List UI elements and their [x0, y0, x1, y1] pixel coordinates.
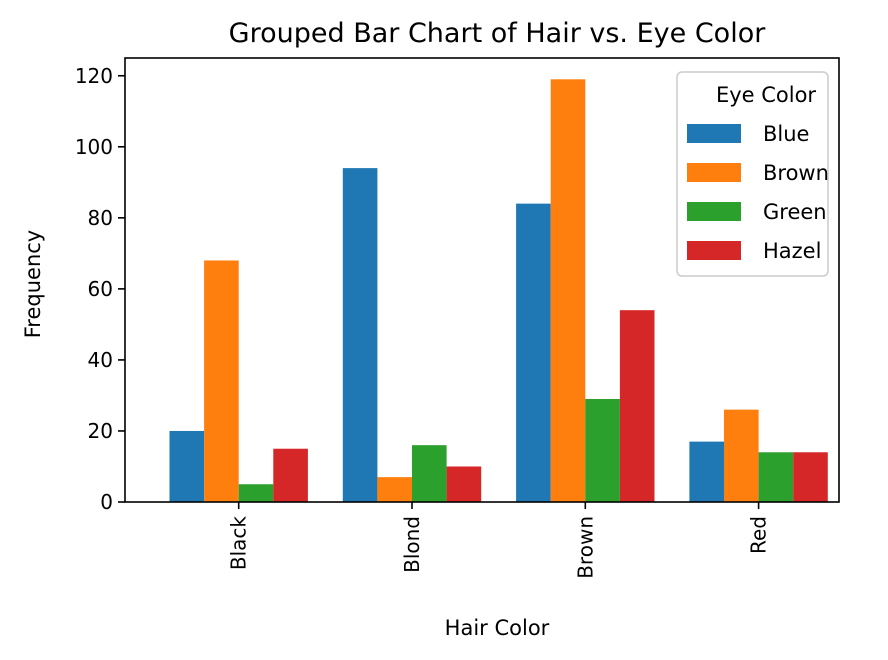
y-tick-label: 60	[88, 277, 113, 301]
plot-frame	[124, 57, 840, 503]
y-tick-label: 100	[75, 135, 113, 159]
legend-label-hazel: Hazel	[763, 239, 821, 263]
bar-blue-black	[169, 430, 205, 502]
x-axis: Black Blond Brown Red	[227, 502, 771, 579]
bars-group	[169, 79, 828, 503]
bar-blue-brown	[516, 203, 551, 502]
bar-hazel-black	[273, 448, 308, 502]
x-tick-label-brown: Brown	[573, 516, 597, 579]
bar-blue-blond	[342, 168, 378, 503]
bar-hazel-red	[793, 452, 828, 502]
legend-swatch-green	[687, 202, 741, 221]
bar-brown-blond	[377, 477, 412, 502]
bar-brown-red	[724, 409, 759, 502]
bar-blue-red	[689, 441, 724, 502]
legend-frame	[676, 71, 829, 277]
bar-green-blond	[412, 445, 447, 502]
x-tick-label-black: Black	[227, 516, 251, 571]
x-axis-label: Hair Color	[445, 616, 550, 640]
x-tick-label-red: Red	[747, 516, 771, 554]
y-tick-label: 40	[88, 348, 113, 372]
bar-brown-black	[204, 260, 239, 502]
bar-green-brown	[585, 398, 620, 502]
y-tick-label: 20	[88, 419, 113, 443]
y-axis-label: Frequency	[21, 230, 45, 339]
legend-swatch-brown	[687, 163, 741, 182]
y-tick-label: 80	[88, 206, 113, 230]
legend-label-blue: Blue	[763, 122, 809, 146]
legend-swatch-blue	[687, 124, 741, 143]
legend: Eye Color Blue Brown Green Hazel	[676, 71, 829, 277]
x-tick-label-blond: Blond	[400, 516, 424, 573]
legend-label-brown: Brown	[763, 161, 829, 185]
legend-label-green: Green	[763, 200, 827, 224]
bar-brown-brown	[550, 79, 586, 502]
y-tick-label: 0	[100, 490, 113, 514]
chart-title: Grouped Bar Chart of Hair vs. Eye Color	[229, 18, 767, 49]
bar-hazel-brown	[619, 310, 655, 502]
y-tick-label: 120	[75, 64, 113, 88]
legend-swatch-hazel	[687, 241, 741, 260]
bar-green-red	[758, 452, 794, 502]
bar-hazel-blond	[446, 466, 482, 502]
legend-title: Eye Color	[716, 83, 816, 107]
bar-green-black	[238, 484, 274, 502]
y-axis: 0 20 40 60 80 100 120	[75, 64, 125, 514]
